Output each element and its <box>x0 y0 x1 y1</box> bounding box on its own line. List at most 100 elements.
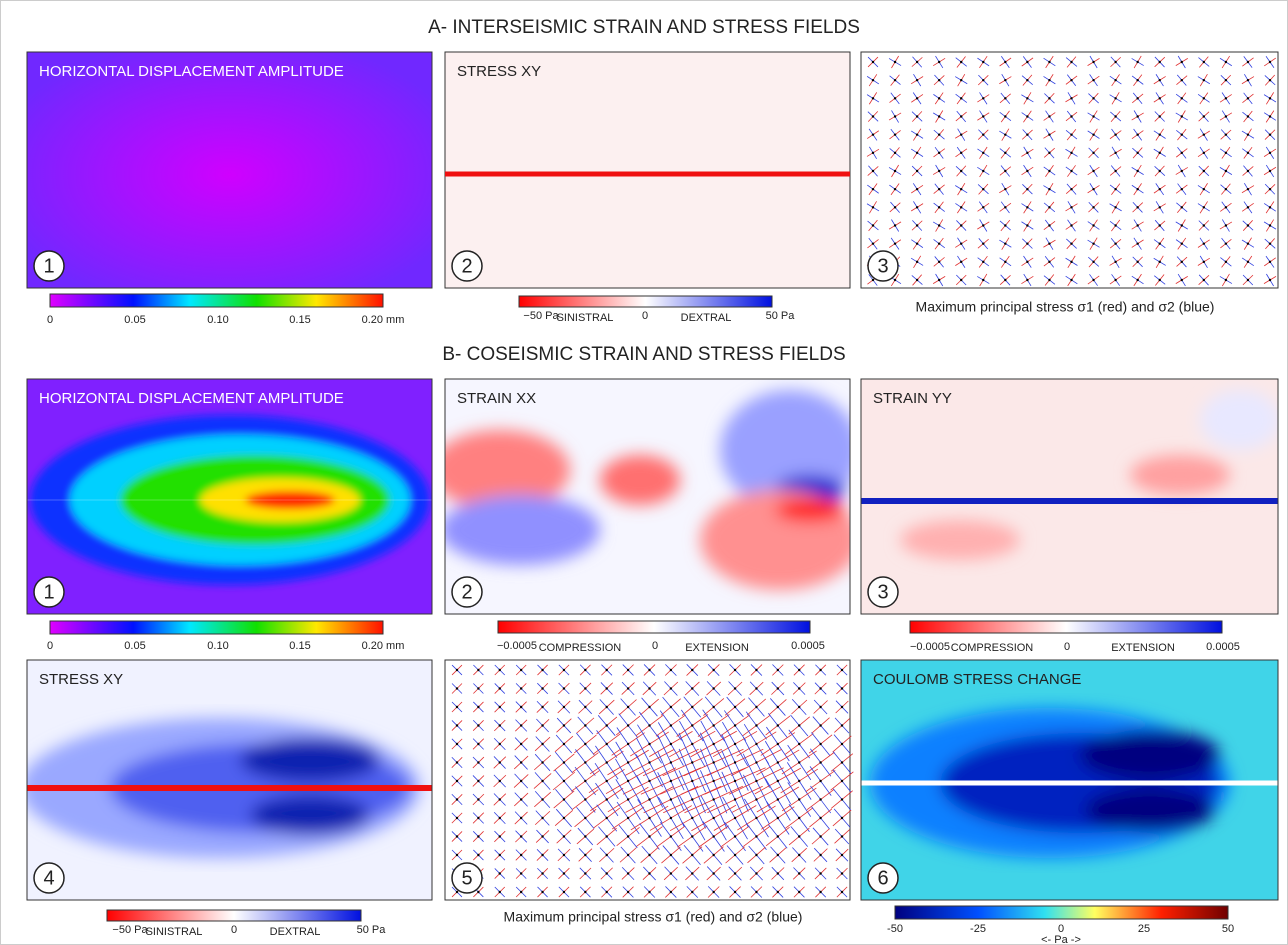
node <box>798 835 801 838</box>
node <box>1180 97 1183 100</box>
node <box>1048 78 1051 82</box>
colorbar <box>894 905 1229 920</box>
colorbar-label: 0 <box>1058 923 1064 935</box>
node <box>498 798 501 801</box>
node <box>1092 260 1095 264</box>
node <box>1004 187 1007 191</box>
colorbar-label: 0.20 mm <box>362 640 405 652</box>
node <box>1268 187 1272 191</box>
node <box>1246 242 1250 245</box>
node <box>915 60 919 64</box>
panel-number-badge <box>33 250 65 282</box>
node <box>1026 278 1029 282</box>
node <box>776 742 780 746</box>
node <box>541 779 544 783</box>
node <box>1136 115 1139 118</box>
node <box>1136 60 1139 64</box>
node <box>893 187 897 191</box>
node <box>1224 78 1228 82</box>
node <box>477 742 480 746</box>
node <box>819 779 822 783</box>
node <box>648 761 651 764</box>
node <box>1158 133 1161 136</box>
node <box>1246 133 1250 136</box>
section-title: A- INTERSEISMIC STRAIN AND STRESS FIELDS <box>428 17 860 38</box>
node <box>648 872 651 875</box>
node <box>1246 151 1250 155</box>
node <box>960 224 963 227</box>
node <box>477 853 480 857</box>
node <box>1004 224 1007 227</box>
colorbar-label: 0.15 <box>289 314 310 326</box>
node <box>840 724 844 727</box>
node <box>1202 242 1206 245</box>
node <box>1224 260 1228 264</box>
node <box>960 60 963 64</box>
node <box>1202 187 1206 191</box>
node <box>893 60 897 64</box>
node <box>1004 151 1007 155</box>
node <box>669 853 673 857</box>
node <box>1268 224 1272 227</box>
node <box>733 705 737 709</box>
colorbar-label: 0.05 <box>124 314 145 326</box>
node <box>712 835 715 838</box>
node <box>937 169 941 173</box>
colorbar-label: 0.05 <box>124 640 145 652</box>
node <box>477 687 480 690</box>
node <box>1070 133 1073 136</box>
node <box>541 798 544 801</box>
node <box>1114 133 1117 136</box>
node <box>1224 278 1228 282</box>
node <box>1136 78 1139 82</box>
node <box>1026 260 1029 264</box>
node <box>960 151 963 155</box>
node <box>937 151 941 155</box>
node <box>455 890 459 894</box>
node <box>755 668 758 672</box>
node <box>605 798 608 801</box>
node <box>1268 133 1272 136</box>
node <box>712 872 715 875</box>
node <box>1246 187 1250 191</box>
node <box>840 816 844 820</box>
panel-border <box>860 659 1279 901</box>
node <box>562 668 566 672</box>
node <box>626 890 630 894</box>
node <box>626 816 630 820</box>
node <box>477 835 480 838</box>
node <box>477 890 480 894</box>
node <box>1202 206 1206 209</box>
node <box>1070 97 1073 100</box>
node <box>1202 97 1206 100</box>
node <box>893 206 897 209</box>
node <box>605 724 608 727</box>
node <box>893 133 897 136</box>
node <box>840 798 844 801</box>
node <box>819 872 822 875</box>
node <box>605 742 608 746</box>
node <box>1070 224 1073 227</box>
node <box>712 668 715 672</box>
node <box>1092 169 1095 173</box>
node <box>776 835 780 838</box>
node <box>541 724 544 727</box>
node <box>1114 97 1117 100</box>
panel-label: STRAIN YY <box>873 390 952 407</box>
node <box>712 798 715 801</box>
node <box>937 206 941 209</box>
node <box>498 705 501 709</box>
colorbar-label: 25 <box>1138 923 1150 935</box>
node <box>915 278 919 282</box>
node <box>584 816 587 820</box>
panel-label: COULOMB STRESS CHANGE <box>873 671 1081 688</box>
node <box>1246 278 1250 282</box>
node <box>1114 224 1117 227</box>
node <box>1202 224 1206 227</box>
node <box>519 687 523 690</box>
node <box>648 687 651 690</box>
node <box>1048 224 1051 227</box>
node <box>1158 278 1161 282</box>
node <box>455 853 459 857</box>
node <box>982 260 985 264</box>
